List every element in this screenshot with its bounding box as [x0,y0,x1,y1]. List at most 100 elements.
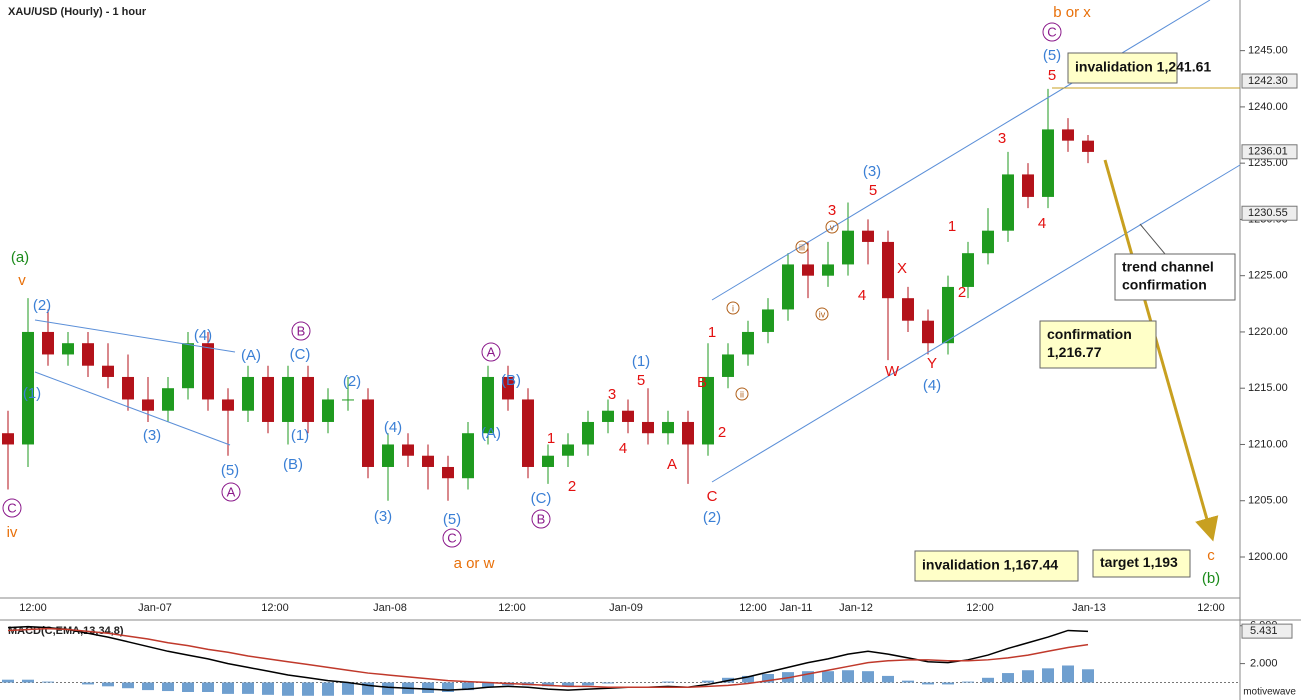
candle-body [242,376,254,411]
candle-body [562,444,574,456]
note-text: invalidation 1,167.44 [922,557,1058,573]
projection-arrow [1103,159,1219,542]
channel-line [711,0,1211,301]
annotation: (a) [11,249,29,266]
histogram-bar [942,682,954,685]
candle-body [1042,129,1054,197]
histogram-bar [142,682,154,691]
y-tick-label: 1240.00 [1248,101,1288,113]
candle-body [1082,140,1094,152]
annotation: (2) [703,509,721,526]
histogram-bar [482,682,494,688]
candle-body [402,444,414,456]
candle-body [142,399,154,411]
annotation-circle [2,498,22,518]
price-tag-label: 1230.55 [1248,207,1288,219]
note-box [914,550,1079,582]
annotation: 2 [568,478,576,495]
annotation: 3 [828,202,836,219]
price-tag [1241,73,1298,89]
histogram-bar [702,680,714,683]
histogram-bar [922,682,934,685]
candle-body [1022,174,1034,197]
candle-body [642,421,654,434]
annotation-circle [481,342,501,362]
histogram-bar [462,682,474,691]
annotation: B [537,511,546,526]
annotation: (B) [283,456,303,473]
annotation: (4) [194,327,212,344]
candle-body [1062,129,1074,141]
annotation: i [732,303,734,313]
note-box [1067,52,1178,84]
annotation: A [227,484,236,499]
histogram-bar [182,682,194,692]
chart-title: XAU/USD (Hourly) - 1 hour [8,6,147,18]
histogram-bar [382,682,394,695]
histogram-bar [262,682,274,695]
histogram-bar [962,681,974,683]
candle-body [882,241,894,299]
candle-body [962,253,974,287]
histogram-bar [842,670,854,683]
price-tag [1241,623,1293,639]
annotation: (3) [863,163,881,180]
y-tick-label: 1215.00 [1248,382,1288,394]
x-tick-label: Jan-11 [780,602,813,614]
annotation-circle [726,301,740,315]
y-tick-label: 1245.00 [1248,45,1288,57]
histogram-bar [742,675,754,683]
note-box [1092,549,1191,578]
annotation: 2 [718,424,726,441]
candle-body [602,410,614,422]
histogram-bar [1022,670,1034,683]
annotation-circle [825,220,839,234]
annotation: a or w [454,555,495,572]
histogram-bar [442,682,454,692]
annotation: Y [927,355,937,372]
candle-body [202,343,214,400]
note-text: target 1,193 [1100,554,1178,570]
annotation: X [897,260,907,277]
annotation: 5 [869,182,877,199]
annotation: (C) [531,490,552,507]
histogram-bar [162,682,174,692]
x-tick-label: Jan-08 [373,602,407,614]
annotation: B [697,374,707,391]
y-tick-label: 1235.00 [1248,157,1288,169]
x-tick-label: 12:00 [966,602,994,614]
candle-body [342,399,354,401]
histogram-bar [762,674,774,683]
candle-body [822,264,834,276]
y-tick-label: 1210.00 [1248,438,1288,450]
price-tag [1241,205,1298,221]
candle-body [382,444,394,467]
histogram-bar [1042,668,1054,683]
annotation: v [830,222,835,232]
annotation: (b) [1202,570,1220,587]
annotation: iv [7,524,18,541]
candle-body [82,343,94,366]
annotation: 5 [637,372,645,389]
candle-body [1002,174,1014,231]
annotation: C [1047,24,1056,39]
candle-body [282,376,294,422]
watermark: motivewave [1243,687,1296,698]
annotation: (3) [143,427,161,444]
candle-body [122,376,134,400]
candle-body [442,466,454,479]
annotation: (2) [343,373,361,390]
x-tick-label: 12:00 [739,602,767,614]
candle-body [42,331,54,355]
note-text: confirmation [1122,277,1207,293]
macd-line [7,627,1089,689]
candle-body [922,320,934,344]
candle-body [482,376,494,434]
candle-body [582,421,594,445]
plot-layer [2,88,1094,501]
candle-body [182,343,194,389]
histogram-bar [1002,673,1014,683]
candle-body [802,264,814,276]
wedge-line [34,371,231,446]
